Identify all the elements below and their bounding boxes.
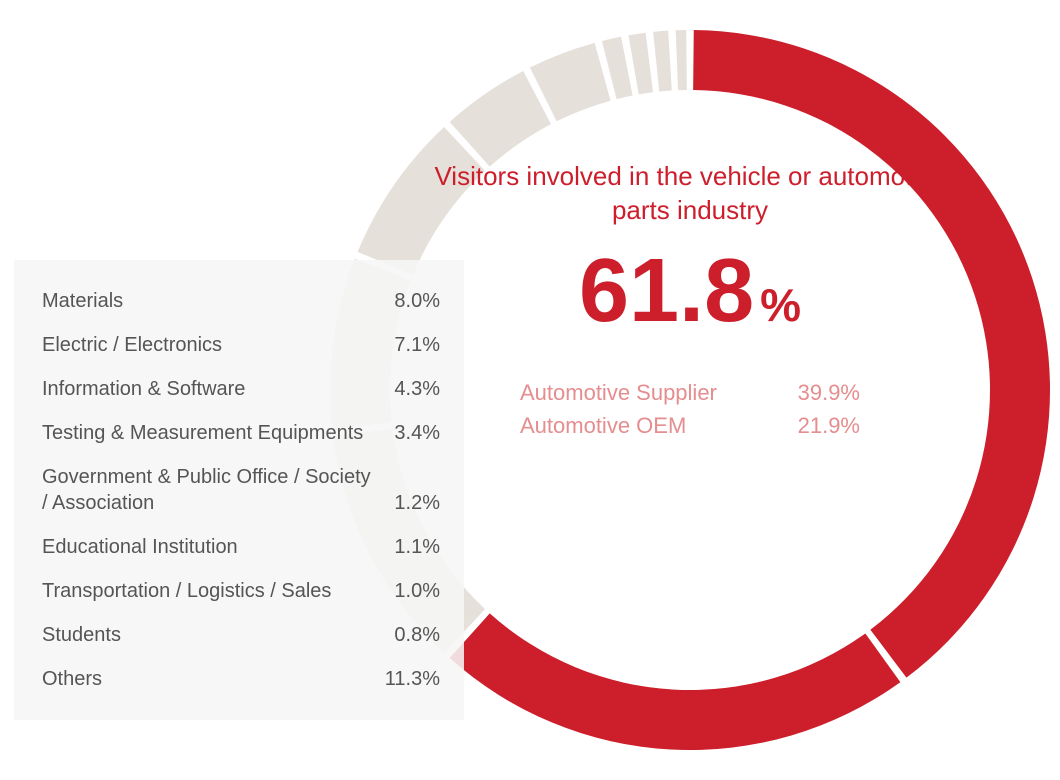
breakdown-label: Automotive OEM — [520, 409, 686, 442]
legend-row: Materials 8.0% — [42, 288, 440, 314]
legend-panel: Materials 8.0% Electric / Electronics 7.1% I… — [14, 260, 464, 720]
center-headline-percent: % — [760, 279, 801, 331]
center-headline-value: 61.8% — [579, 246, 801, 336]
legend-row: Students 0.8% — [42, 622, 440, 648]
donut-slice-edu — [628, 33, 653, 95]
legend-value: 1.2% — [382, 490, 440, 516]
breakdown-value: 21.9% — [798, 409, 860, 442]
center-headline-number: 61.8 — [579, 241, 754, 341]
legend-row: Others 11.3% — [42, 666, 440, 692]
legend-row: Information & Software 4.3% — [42, 376, 440, 402]
legend-label: Electric / Electronics — [42, 332, 222, 358]
legend-value: 3.4% — [382, 420, 440, 446]
donut-slice-students — [676, 30, 687, 90]
breakdown-value: 39.9% — [798, 376, 860, 409]
legend-label: Students — [42, 622, 121, 648]
donut-center: Visitors involved in the vehicle or auto… — [426, 160, 954, 442]
breakdown-label: Automotive Supplier — [520, 376, 717, 409]
legend-value: 4.3% — [382, 376, 440, 402]
center-breakdown-row: Automotive Supplier 39.9% — [520, 376, 860, 409]
legend-label: Transportation / Logistics / Sales — [42, 578, 331, 604]
legend-value: 11.3% — [373, 666, 440, 692]
donut-slice-oem — [450, 613, 901, 750]
legend-label: Government & Public Office / Society / A… — [42, 464, 372, 516]
legend-value: 1.1% — [382, 534, 440, 560]
legend-label: Testing & Measurement Equipments — [42, 420, 363, 446]
center-breakdown: Automotive Supplier 39.9% Automotive OEM… — [520, 376, 860, 442]
legend-label: Others — [42, 666, 102, 692]
donut-slice-trans — [653, 31, 672, 92]
legend-value: 8.0% — [382, 288, 440, 314]
legend-value: 7.1% — [382, 332, 440, 358]
center-title: Visitors involved in the vehicle or auto… — [426, 160, 954, 228]
legend-label: Information & Software — [42, 376, 245, 402]
legend-label: Materials — [42, 288, 123, 314]
legend-row: Transportation / Logistics / Sales 1.0% — [42, 578, 440, 604]
legend-label: Educational Institution — [42, 534, 238, 560]
legend-row: Electric / Electronics 7.1% — [42, 332, 440, 358]
legend-row: Educational Institution 1.1% — [42, 534, 440, 560]
legend-value: 1.0% — [382, 578, 440, 604]
infographic-stage: Visitors involved in the vehicle or auto… — [0, 0, 1060, 780]
legend-row: Testing & Measurement Equipments 3.4% — [42, 420, 440, 446]
legend-row: Government & Public Office / Society / A… — [42, 464, 440, 516]
center-breakdown-row: Automotive OEM 21.9% — [520, 409, 860, 442]
legend-value: 0.8% — [382, 622, 440, 648]
